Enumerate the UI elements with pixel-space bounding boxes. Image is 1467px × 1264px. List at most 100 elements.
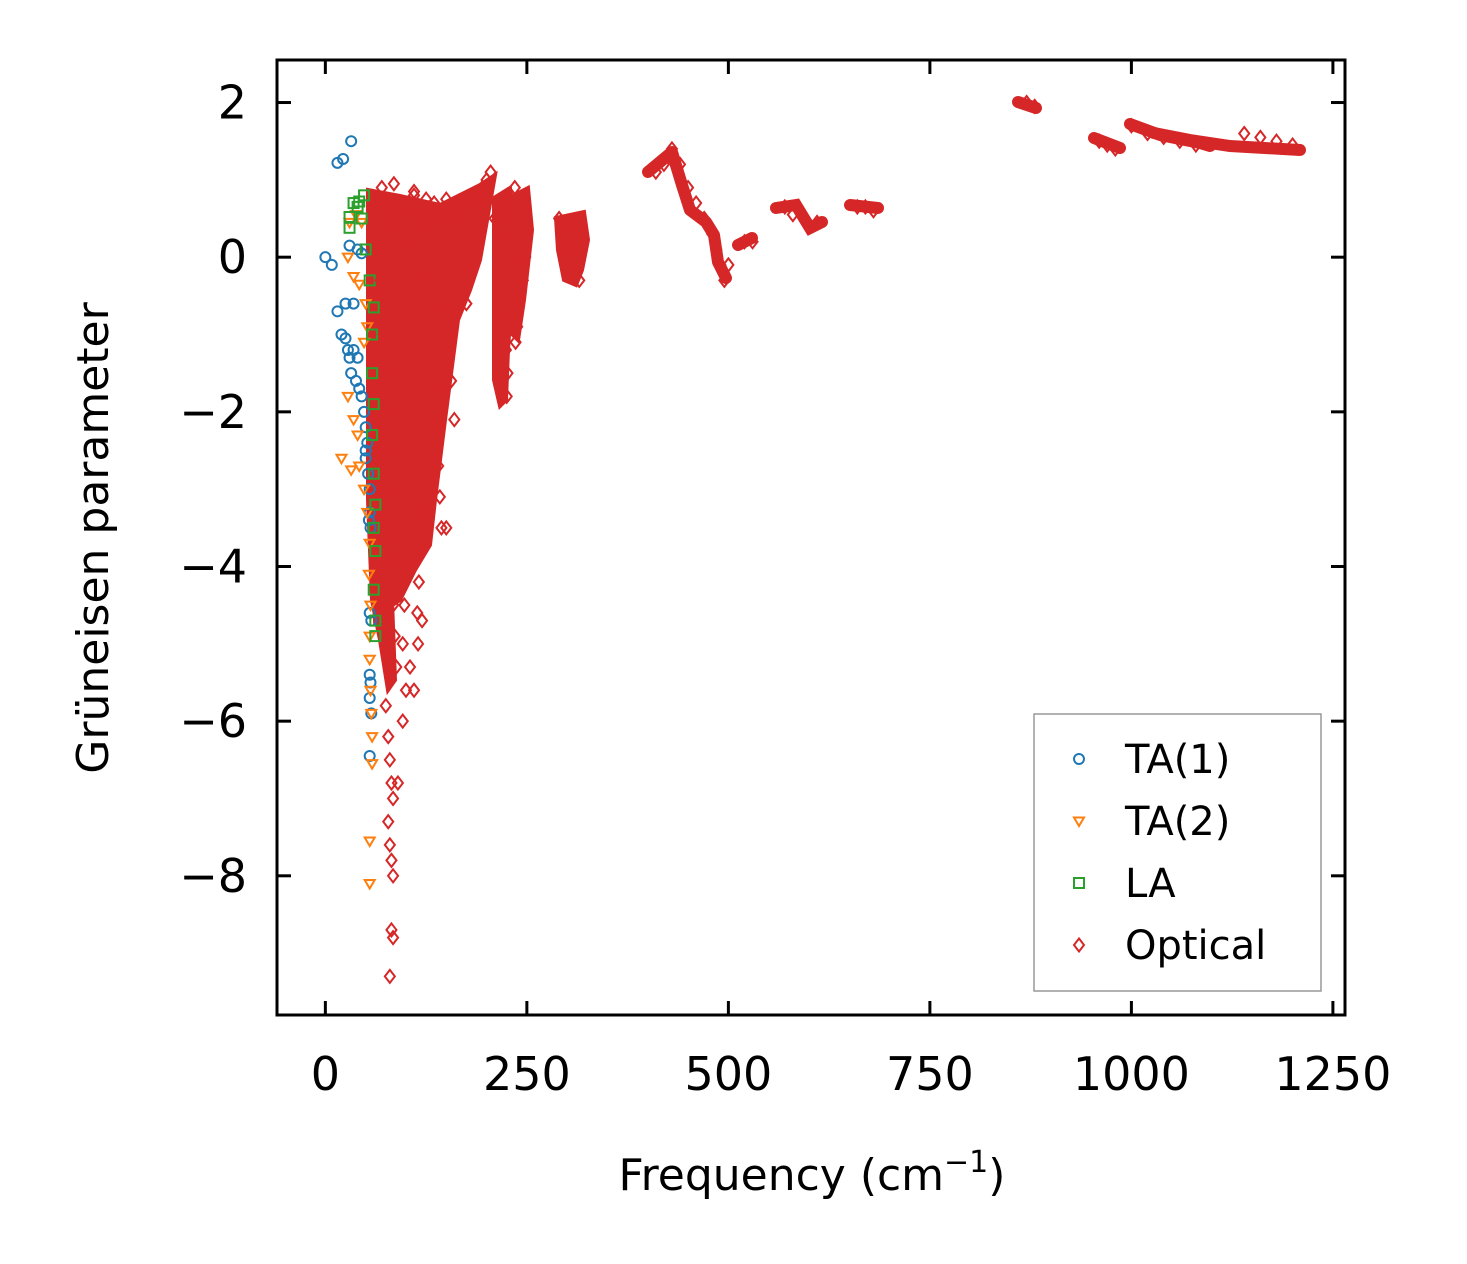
optical-point xyxy=(1173,133,1187,150)
optical-point xyxy=(448,411,461,428)
optical-point xyxy=(1157,129,1170,146)
optical-point xyxy=(1237,125,1251,142)
optical-point xyxy=(472,183,485,200)
optical-point xyxy=(398,597,411,614)
optical-point xyxy=(714,256,727,274)
ta-1-point xyxy=(359,444,372,457)
ta-1-point xyxy=(355,390,368,403)
optical-point xyxy=(386,867,400,884)
optical-point xyxy=(396,403,410,420)
optical-point xyxy=(396,713,410,730)
optical-point xyxy=(440,256,453,274)
optical-point xyxy=(1092,133,1106,150)
optical-point xyxy=(431,457,445,475)
ta-2-point xyxy=(357,484,371,497)
optical-point xyxy=(410,349,424,366)
optical-point xyxy=(387,175,401,192)
la-point xyxy=(366,429,379,442)
ta-2-point xyxy=(350,430,365,443)
ta-1-point xyxy=(351,351,364,364)
optical-point xyxy=(399,481,413,498)
optical-point xyxy=(1189,136,1203,154)
optical-point xyxy=(412,388,426,405)
optical-point xyxy=(399,233,413,250)
la-point xyxy=(369,498,382,511)
optical-point xyxy=(427,341,440,359)
ta-2-point xyxy=(341,252,355,265)
optical-point xyxy=(673,156,687,173)
ta-2-point xyxy=(346,415,361,427)
ta-2-point xyxy=(362,654,377,667)
optical-point xyxy=(1020,94,1033,111)
optical-point xyxy=(452,198,465,216)
x-axis-label-end: ) xyxy=(988,1150,1005,1201)
optical-point xyxy=(393,326,406,343)
optical-point xyxy=(379,210,393,227)
y-tick-label-minus-2: −2 xyxy=(179,385,247,439)
optical-point xyxy=(560,233,574,250)
y-tick-label-minus-8: −8 xyxy=(179,849,247,903)
optical-point xyxy=(851,198,864,216)
la-point xyxy=(369,614,382,627)
optical-point xyxy=(415,218,429,235)
optical-point xyxy=(443,334,456,351)
ta-2-point xyxy=(363,685,378,698)
ta-1-point xyxy=(347,297,360,310)
optical-point xyxy=(419,191,433,208)
ta-1-point xyxy=(325,258,338,271)
optical-point xyxy=(1100,136,1114,154)
optical-point xyxy=(428,380,442,397)
optical-point xyxy=(738,233,751,250)
optical-point xyxy=(786,206,800,223)
la-point xyxy=(367,301,380,314)
optical-point xyxy=(385,921,398,939)
optical-arc-430 xyxy=(642,146,732,284)
optical-point xyxy=(484,163,497,181)
ta-2-point xyxy=(362,538,377,551)
optical-point xyxy=(665,140,679,158)
optical-point xyxy=(419,206,433,223)
scatter-marks xyxy=(319,94,1299,985)
optical-point xyxy=(386,790,400,807)
optical-point xyxy=(377,326,390,343)
ta-2-point xyxy=(346,272,361,284)
optical-point xyxy=(411,635,425,652)
ta-2-point xyxy=(362,879,377,891)
optical-point xyxy=(810,214,824,231)
optical-point xyxy=(425,303,439,320)
optical-point xyxy=(409,310,422,328)
ta-1-point xyxy=(339,297,352,310)
y-tick-labels: 2 0 −2 −4 −6 −8 xyxy=(179,76,247,903)
legend-marker-ta-1 xyxy=(1073,753,1085,765)
optical-point xyxy=(496,279,509,297)
optical-point xyxy=(435,519,448,536)
la-point xyxy=(367,583,380,596)
optical-point xyxy=(391,287,405,304)
optical-point xyxy=(401,519,414,536)
optical-point xyxy=(381,813,395,830)
optical-point xyxy=(456,264,469,281)
la-point xyxy=(358,189,371,202)
legend: TA(1) TA(2) LA Optical xyxy=(1033,713,1322,992)
optical-point xyxy=(433,488,447,506)
optical-point xyxy=(415,465,429,482)
ta-2-point xyxy=(365,732,379,744)
optical-point xyxy=(508,179,522,196)
y-tick-label-2: 2 xyxy=(218,76,247,130)
optical-point xyxy=(859,198,872,216)
ta-1-point xyxy=(339,332,352,345)
optical-point xyxy=(390,658,403,676)
legend-marker-optical xyxy=(1072,936,1086,954)
x-tick-label-0: 0 xyxy=(311,1047,340,1101)
optical-point xyxy=(705,225,719,243)
optical-point xyxy=(379,697,393,714)
optical-point xyxy=(494,256,508,274)
y-axis-label: Grüneisen parameter xyxy=(68,301,119,773)
optical-point xyxy=(492,233,505,250)
optical-point xyxy=(415,612,429,629)
optical-point xyxy=(468,187,481,204)
optical-point xyxy=(510,318,524,335)
optical-point xyxy=(414,426,427,444)
x-axis-label-superscript: −1 xyxy=(944,1145,988,1180)
ta-2-point xyxy=(365,759,379,771)
